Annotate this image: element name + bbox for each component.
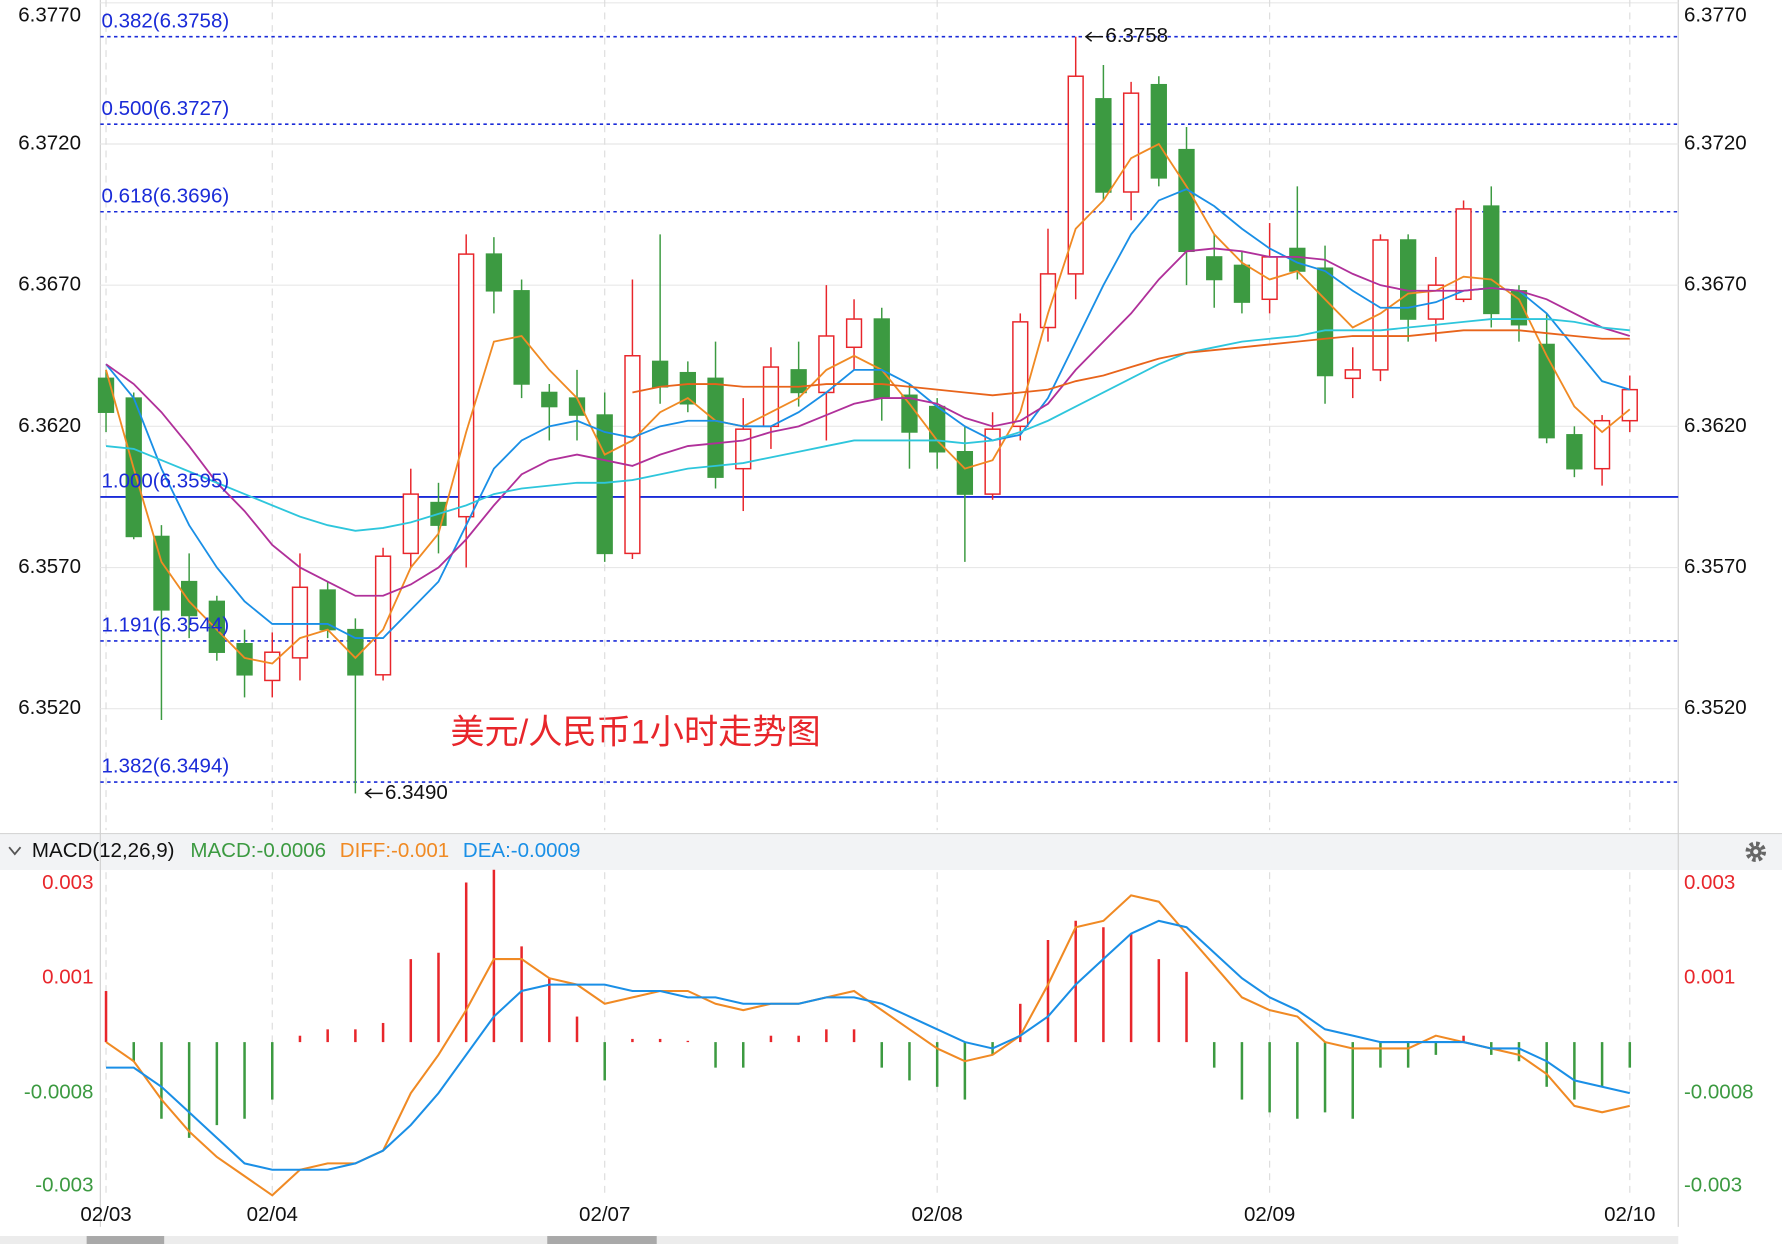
candle-body (596, 414, 613, 555)
candle-body (1039, 273, 1057, 329)
candle-body (707, 377, 724, 478)
x-tick-label: 02/09 (1244, 1203, 1295, 1226)
scrollbar-thumb[interactable] (547, 1236, 657, 1244)
candle-body (624, 355, 641, 555)
candle-body (1122, 92, 1140, 193)
candle-body (264, 651, 281, 682)
y-tick-label: 0.003 (1684, 871, 1735, 894)
y-tick-label: 6.3570 (1684, 555, 1747, 578)
y-tick-label: 6.3720 (1684, 131, 1747, 154)
y-tick-label: 6.3520 (1684, 696, 1747, 719)
candle-body (180, 580, 198, 617)
candle-body (1150, 83, 1167, 179)
candle-body (1621, 388, 1638, 422)
moving-average-line (105, 142, 1631, 665)
candle-body (1455, 208, 1472, 301)
grid-layer (99, 0, 1679, 1227)
fib-level-label: 0.382(6.3758) (101, 9, 229, 32)
moving-average-line (105, 247, 1631, 597)
macd-line (106, 919, 1631, 1171)
y-tick-label: 6.3570 (18, 555, 81, 578)
fib-level-label: 1.382(6.3494) (101, 755, 229, 778)
candle-body (790, 369, 807, 394)
y-tick-label: 0.001 (42, 966, 93, 989)
legend-item: DIFF:-0.001 (340, 839, 449, 862)
candle-body (1593, 419, 1611, 470)
gear-teeth (1745, 841, 1767, 863)
x-tick-label: 02/03 (80, 1203, 131, 1226)
collapse-icon[interactable] (8, 846, 22, 856)
candle-body (873, 318, 890, 399)
candle-body (1400, 239, 1417, 320)
x-tick-label: 02/04 (247, 1203, 298, 1226)
scrollbar-track[interactable] (0, 1236, 1679, 1244)
candle-body (1316, 267, 1334, 377)
candle-body (374, 555, 392, 676)
candle-body (1206, 256, 1223, 281)
candle-body (762, 366, 780, 428)
annotation-arrow (364, 788, 383, 799)
moving-average-line (632, 329, 1630, 397)
x-tick-label: 02/08 (912, 1203, 963, 1226)
candle-body (1483, 205, 1500, 315)
y-tick-label: 6.3770 (18, 3, 81, 26)
legend-item: MACD:-0.0006 (190, 839, 326, 862)
candle-body (1178, 148, 1195, 253)
candle-body (1344, 369, 1361, 380)
candle-body (679, 371, 696, 405)
candle-body (97, 377, 115, 413)
y-tick-label: -0.003 (1684, 1173, 1742, 1196)
y-tick-label: 6.3670 (1684, 273, 1747, 296)
indicator-title: MACD(12,26,9) (32, 839, 175, 862)
fib-level-label: 1.191(6.3544) (101, 614, 229, 637)
candle-body (1233, 264, 1251, 303)
candle-body (1566, 434, 1583, 470)
fib-level-label: 0.500(6.3727) (101, 97, 229, 120)
candle-body (845, 318, 863, 349)
marks-layer (97, 31, 1679, 1197)
candle-body (458, 253, 475, 518)
y-tick-label: 6.3770 (1684, 3, 1747, 26)
annotation-label: 6.3758 (1105, 24, 1168, 47)
y-tick-label: 6.3520 (18, 696, 81, 719)
x-tick-label: 02/10 (1604, 1203, 1655, 1226)
gear-hole (1753, 849, 1759, 855)
indicator-bar (0, 833, 1782, 871)
candle-body (651, 360, 669, 388)
text-layer: 6.3520 6.3520 6.3570 6.3570 6.3620 6.3620 6.36… (18, 3, 1753, 1226)
candle-body (1538, 343, 1555, 439)
candle-body (1095, 98, 1112, 193)
annotation-arrow (1084, 31, 1104, 42)
candle-body (485, 253, 503, 292)
candle-body (208, 600, 226, 653)
candle-body (541, 391, 558, 408)
y-tick-label: 6.3620 (1684, 414, 1747, 437)
fib-level-label: 1.000(6.3595) (101, 470, 229, 493)
settings-icon[interactable] (1745, 841, 1767, 863)
y-tick-label: 0.001 (1684, 966, 1735, 989)
candle-body (291, 586, 309, 659)
y-tick-label: 6.3720 (18, 131, 81, 154)
scrollbar-thumb[interactable] (86, 1236, 165, 1244)
fib-level-label: 0.618(6.3696) (101, 184, 229, 207)
y-tick-label: -0.0008 (1684, 1081, 1754, 1104)
y-tick-label: 0.003 (42, 871, 93, 894)
y-tick-label: 6.3620 (18, 414, 81, 437)
candle-body (956, 451, 974, 495)
y-tick-label: 6.3670 (18, 273, 81, 296)
annotation-label: 6.3490 (385, 781, 448, 804)
legend-item: DEA:-0.0009 (463, 839, 580, 862)
y-tick-label: -0.0008 (24, 1081, 94, 1104)
candle-body (901, 394, 918, 433)
moving-average-line (105, 188, 1631, 639)
candle-body (347, 628, 364, 676)
candle-body (1372, 239, 1389, 371)
moving-average-line (105, 318, 1630, 532)
chart-title: 美元/人民币1小时走势图 (450, 713, 820, 751)
x-tick-label: 02/07 (579, 1203, 630, 1226)
y-tick-label: -0.003 (35, 1173, 93, 1196)
